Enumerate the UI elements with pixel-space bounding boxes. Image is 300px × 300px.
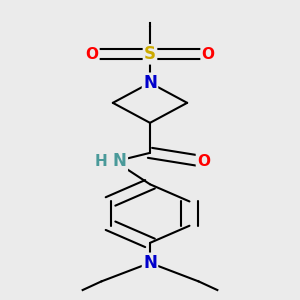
Text: N: N: [143, 74, 157, 92]
Text: H: H: [95, 154, 108, 169]
Text: N: N: [143, 254, 157, 272]
Text: O: O: [85, 47, 98, 62]
Text: N: N: [113, 152, 127, 170]
Text: O: O: [202, 47, 214, 62]
Text: O: O: [197, 154, 210, 169]
Text: S: S: [144, 45, 156, 63]
